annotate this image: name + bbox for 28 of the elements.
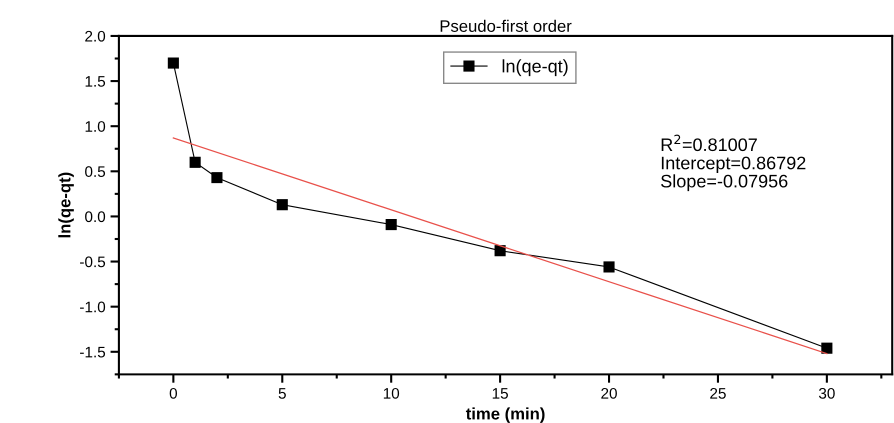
point (276, 199, 288, 210)
legend-label: ln(qe-qt) (502, 59, 568, 76)
y-tick-label: -1.0 (80, 302, 106, 312)
point (386, 219, 397, 230)
point (821, 342, 832, 354)
y-tick-label: -0.5 (80, 256, 106, 268)
y-tick-label: 1.5 (86, 76, 106, 87)
x-tick-label: 15 (492, 388, 508, 399)
y-tick-label: 1.0 (86, 121, 106, 132)
point (603, 261, 615, 273)
x-tick-label: 0 (170, 388, 178, 399)
y-axis-title: ln(qe-qt) (58, 172, 74, 238)
annotation: R$^{2}$=0.81007 Intercept=0.86792 Slope=-0.07956 (661, 134, 806, 192)
y-tick-label: 0.0 (85, 211, 106, 222)
chart-title: Pseudo-first order (440, 20, 572, 32)
point (494, 245, 506, 256)
x-tick-label: 25 (710, 388, 726, 399)
point (190, 156, 201, 168)
x-tick-label: 10 (384, 388, 400, 399)
y-tick-label: 0.5 (85, 166, 106, 177)
x-tick-label: 20 (601, 388, 617, 399)
y-tick-label: 2.0 (85, 30, 106, 42)
point (211, 172, 222, 184)
x-axis-title: time (min) (466, 407, 545, 423)
x-tick-label: 5 (278, 388, 286, 399)
y-tick-label: -1.5 (80, 346, 106, 358)
x-tick-label: 30 (818, 388, 835, 399)
point (168, 57, 179, 69)
